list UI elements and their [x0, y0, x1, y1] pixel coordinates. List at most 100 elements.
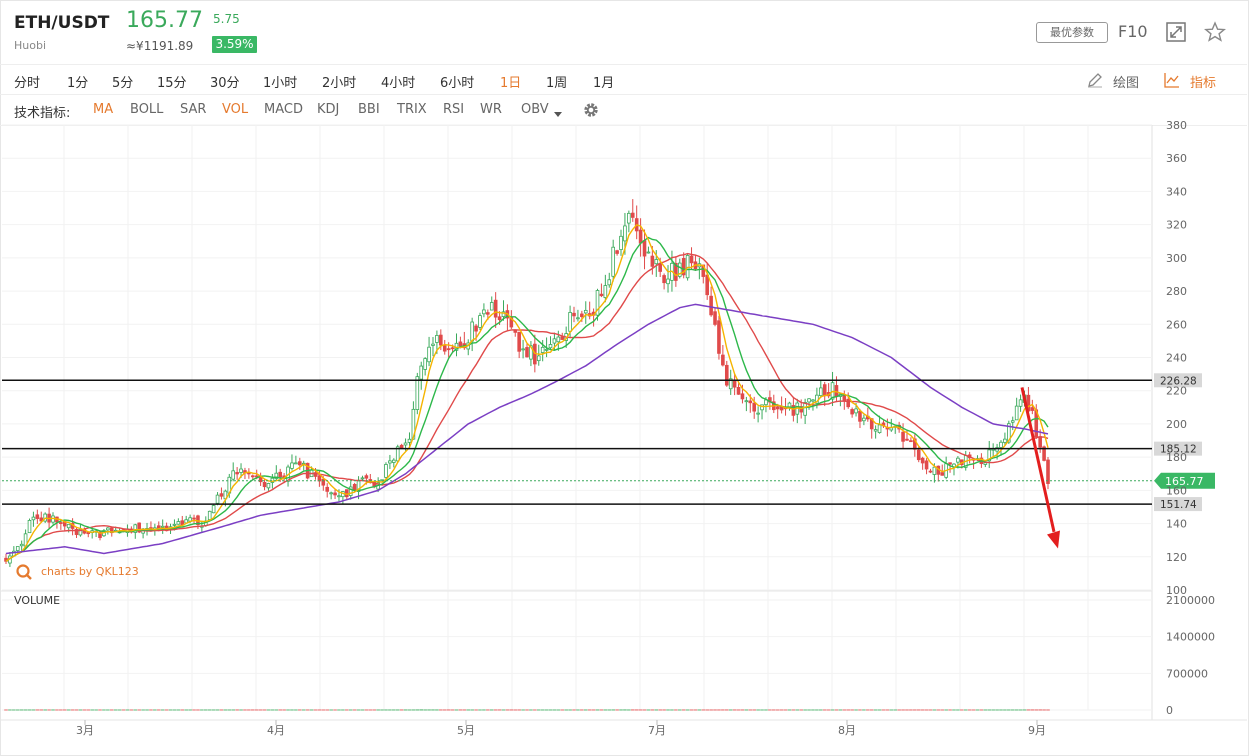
indicators-label: 技术指标:: [14, 106, 71, 121]
candle-body: [1042, 446, 1046, 461]
pencil-icon[interactable]: [1087, 72, 1103, 92]
candle-body: [172, 523, 177, 526]
candle-body: [59, 522, 63, 524]
candle-body: [775, 406, 780, 410]
tab-timeframe-1[interactable]: 1分: [67, 76, 89, 91]
gear-icon[interactable]: [582, 101, 600, 123]
tab-timeframe-0[interactable]: 分时: [14, 76, 41, 91]
candle-body: [180, 520, 185, 526]
price-tick-label: 120: [1166, 551, 1187, 564]
fullscreen-icon[interactable]: [1165, 21, 1187, 47]
indicator-wr[interactable]: WR: [480, 102, 502, 117]
tab-timeframe-9[interactable]: 1日: [500, 76, 522, 91]
candle-body: [415, 376, 420, 410]
tab-timeframe-3[interactable]: 15分: [157, 76, 187, 91]
candle-body: [427, 346, 431, 363]
tab-timeframe-5[interactable]: 1小时: [263, 76, 298, 91]
candle-body: [803, 402, 807, 416]
ma10-line: [5, 236, 1049, 562]
candle-body: [474, 325, 478, 332]
f10-button[interactable]: F10: [1118, 22, 1148, 41]
candle-body: [345, 489, 349, 498]
candle-body: [486, 312, 490, 315]
candle-body: [521, 348, 525, 351]
candle-body: [717, 320, 721, 354]
candle-body: [435, 335, 439, 343]
tab-timeframe-11[interactable]: 1月: [593, 76, 615, 91]
price-tick-label: 300: [1166, 252, 1187, 265]
candle-body: [392, 459, 396, 463]
volume-tick-label: 2100000: [1166, 594, 1215, 607]
level-label: 185.12: [1160, 444, 1197, 456]
candle-body: [348, 486, 353, 496]
price-tick-label: 360: [1166, 152, 1187, 165]
indicator-sar[interactable]: SAR: [180, 102, 207, 117]
x-tick-label: 5月: [457, 724, 475, 737]
tab-timeframe-6[interactable]: 2小时: [322, 76, 357, 91]
price-tick-label: 340: [1166, 185, 1187, 198]
indicator-boll[interactable]: BOLL: [130, 102, 164, 117]
timeframe-bar: 分时 1分 5分 15分 30分 1小时 2小时 4小时 6小时 1日 1周 1…: [0, 64, 1247, 95]
candle-body: [442, 345, 447, 352]
draw-tool-button[interactable]: 绘图: [1113, 76, 1140, 91]
price-tick-label: 260: [1166, 318, 1187, 331]
tab-timeframe-7[interactable]: 4小时: [381, 76, 416, 91]
indicator-vol[interactable]: VOL: [222, 102, 249, 117]
candle-body: [752, 402, 757, 412]
candle-body: [916, 449, 921, 461]
candle-body: [799, 406, 804, 413]
candle-body: [909, 440, 913, 443]
candle-body: [384, 464, 388, 478]
candle-body: [333, 492, 337, 496]
tab-timeframe-10[interactable]: 1周: [546, 76, 568, 91]
tab-timeframe-8[interactable]: 6小时: [440, 76, 475, 91]
candle-body: [654, 259, 659, 265]
line-chart-icon[interactable]: [1164, 72, 1180, 92]
candle-body: [721, 354, 725, 366]
candle-body: [493, 299, 498, 318]
price-tick-label: 220: [1166, 385, 1187, 398]
candle-body: [580, 313, 584, 318]
candle-body: [873, 429, 878, 432]
candle-body: [478, 315, 482, 328]
level-tag: [1154, 373, 1202, 388]
candle-body: [470, 321, 474, 342]
candle-body: [920, 457, 925, 464]
candle-body: [106, 527, 110, 531]
candle-body: [901, 431, 905, 442]
indicator-tool-button[interactable]: 指标: [1190, 76, 1217, 91]
candle-body: [239, 468, 243, 473]
candle-body: [39, 517, 44, 522]
indicator-ma[interactable]: MA: [93, 102, 114, 117]
candle-body: [662, 275, 666, 284]
tab-timeframe-4[interactable]: 30分: [210, 76, 240, 91]
star-icon[interactable]: [1203, 21, 1227, 47]
candle-body: [619, 235, 623, 250]
indicator-bbi[interactable]: BBI: [358, 102, 380, 117]
candle-body: [724, 364, 729, 386]
candle-body: [854, 408, 858, 414]
indicator-trix[interactable]: TRIX: [397, 102, 427, 117]
candle-body: [364, 475, 369, 479]
candle-body: [19, 543, 24, 547]
candle-body: [740, 393, 745, 400]
candle-body: [66, 523, 71, 529]
watermark-text: charts by QKL123: [41, 565, 139, 578]
candle-body: [956, 457, 960, 463]
candle-body: [360, 477, 365, 480]
indicator-macd[interactable]: MACD: [264, 102, 303, 117]
candle-body: [450, 347, 455, 350]
last-price: 165.77: [126, 8, 203, 33]
candle-body: [630, 212, 635, 218]
indicator-kdj[interactable]: KDJ: [317, 102, 340, 117]
candle-body: [807, 398, 811, 403]
candle-body: [482, 309, 486, 315]
indicator-rsi[interactable]: RSI: [443, 102, 465, 117]
dropdown-caret-icon[interactable]: [553, 104, 563, 123]
indicator-obv[interactable]: OBV: [521, 102, 549, 117]
tab-timeframe-2[interactable]: 5分: [112, 76, 134, 91]
volume-tick-label: 700000: [1166, 667, 1208, 680]
best-params-button[interactable]: 最优参数: [1036, 22, 1108, 43]
candle-body: [317, 475, 322, 482]
